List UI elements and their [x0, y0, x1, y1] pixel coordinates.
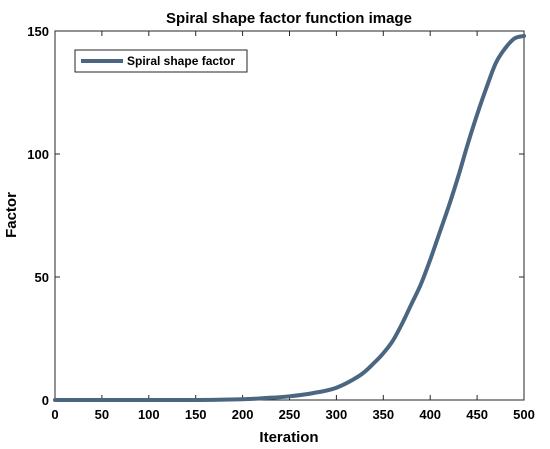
- x-tick-label: 400: [419, 407, 441, 422]
- x-tick-label: 250: [279, 407, 301, 422]
- legend-box: [74, 49, 248, 73]
- legend: Spiral shape factor: [74, 49, 248, 73]
- x-tick-label: 350: [372, 407, 394, 422]
- series-line: [53, 33, 526, 403]
- chart-title: Spiral shape factor function image: [166, 10, 412, 27]
- y-tick-label: 100: [27, 147, 49, 162]
- x-axis: 0 50 100 150 200 250 300 350 400 450 500: [51, 31, 535, 422]
- plot-area: [54, 30, 525, 401]
- x-tick-label: 0: [51, 407, 58, 422]
- x-axis-label: Iteration: [259, 429, 318, 446]
- y-axis-label: Factor: [3, 192, 20, 238]
- y-tick-label: 0: [42, 393, 49, 408]
- x-tick-label: 100: [138, 407, 160, 422]
- x-tick-label: 450: [466, 407, 488, 422]
- series-group: [53, 33, 526, 403]
- y-tick-label: 150: [27, 24, 49, 39]
- y-axis: 0 50 100 150: [27, 24, 524, 408]
- x-tick-label: 200: [232, 407, 254, 422]
- legend-entry-label: Spiral shape factor: [127, 54, 235, 68]
- x-tick-label: 500: [513, 407, 535, 422]
- x-tick-label: 50: [95, 407, 109, 422]
- x-tick-label: 150: [185, 407, 207, 422]
- x-tick-label: 300: [326, 407, 348, 422]
- y-tick-label: 50: [35, 270, 49, 285]
